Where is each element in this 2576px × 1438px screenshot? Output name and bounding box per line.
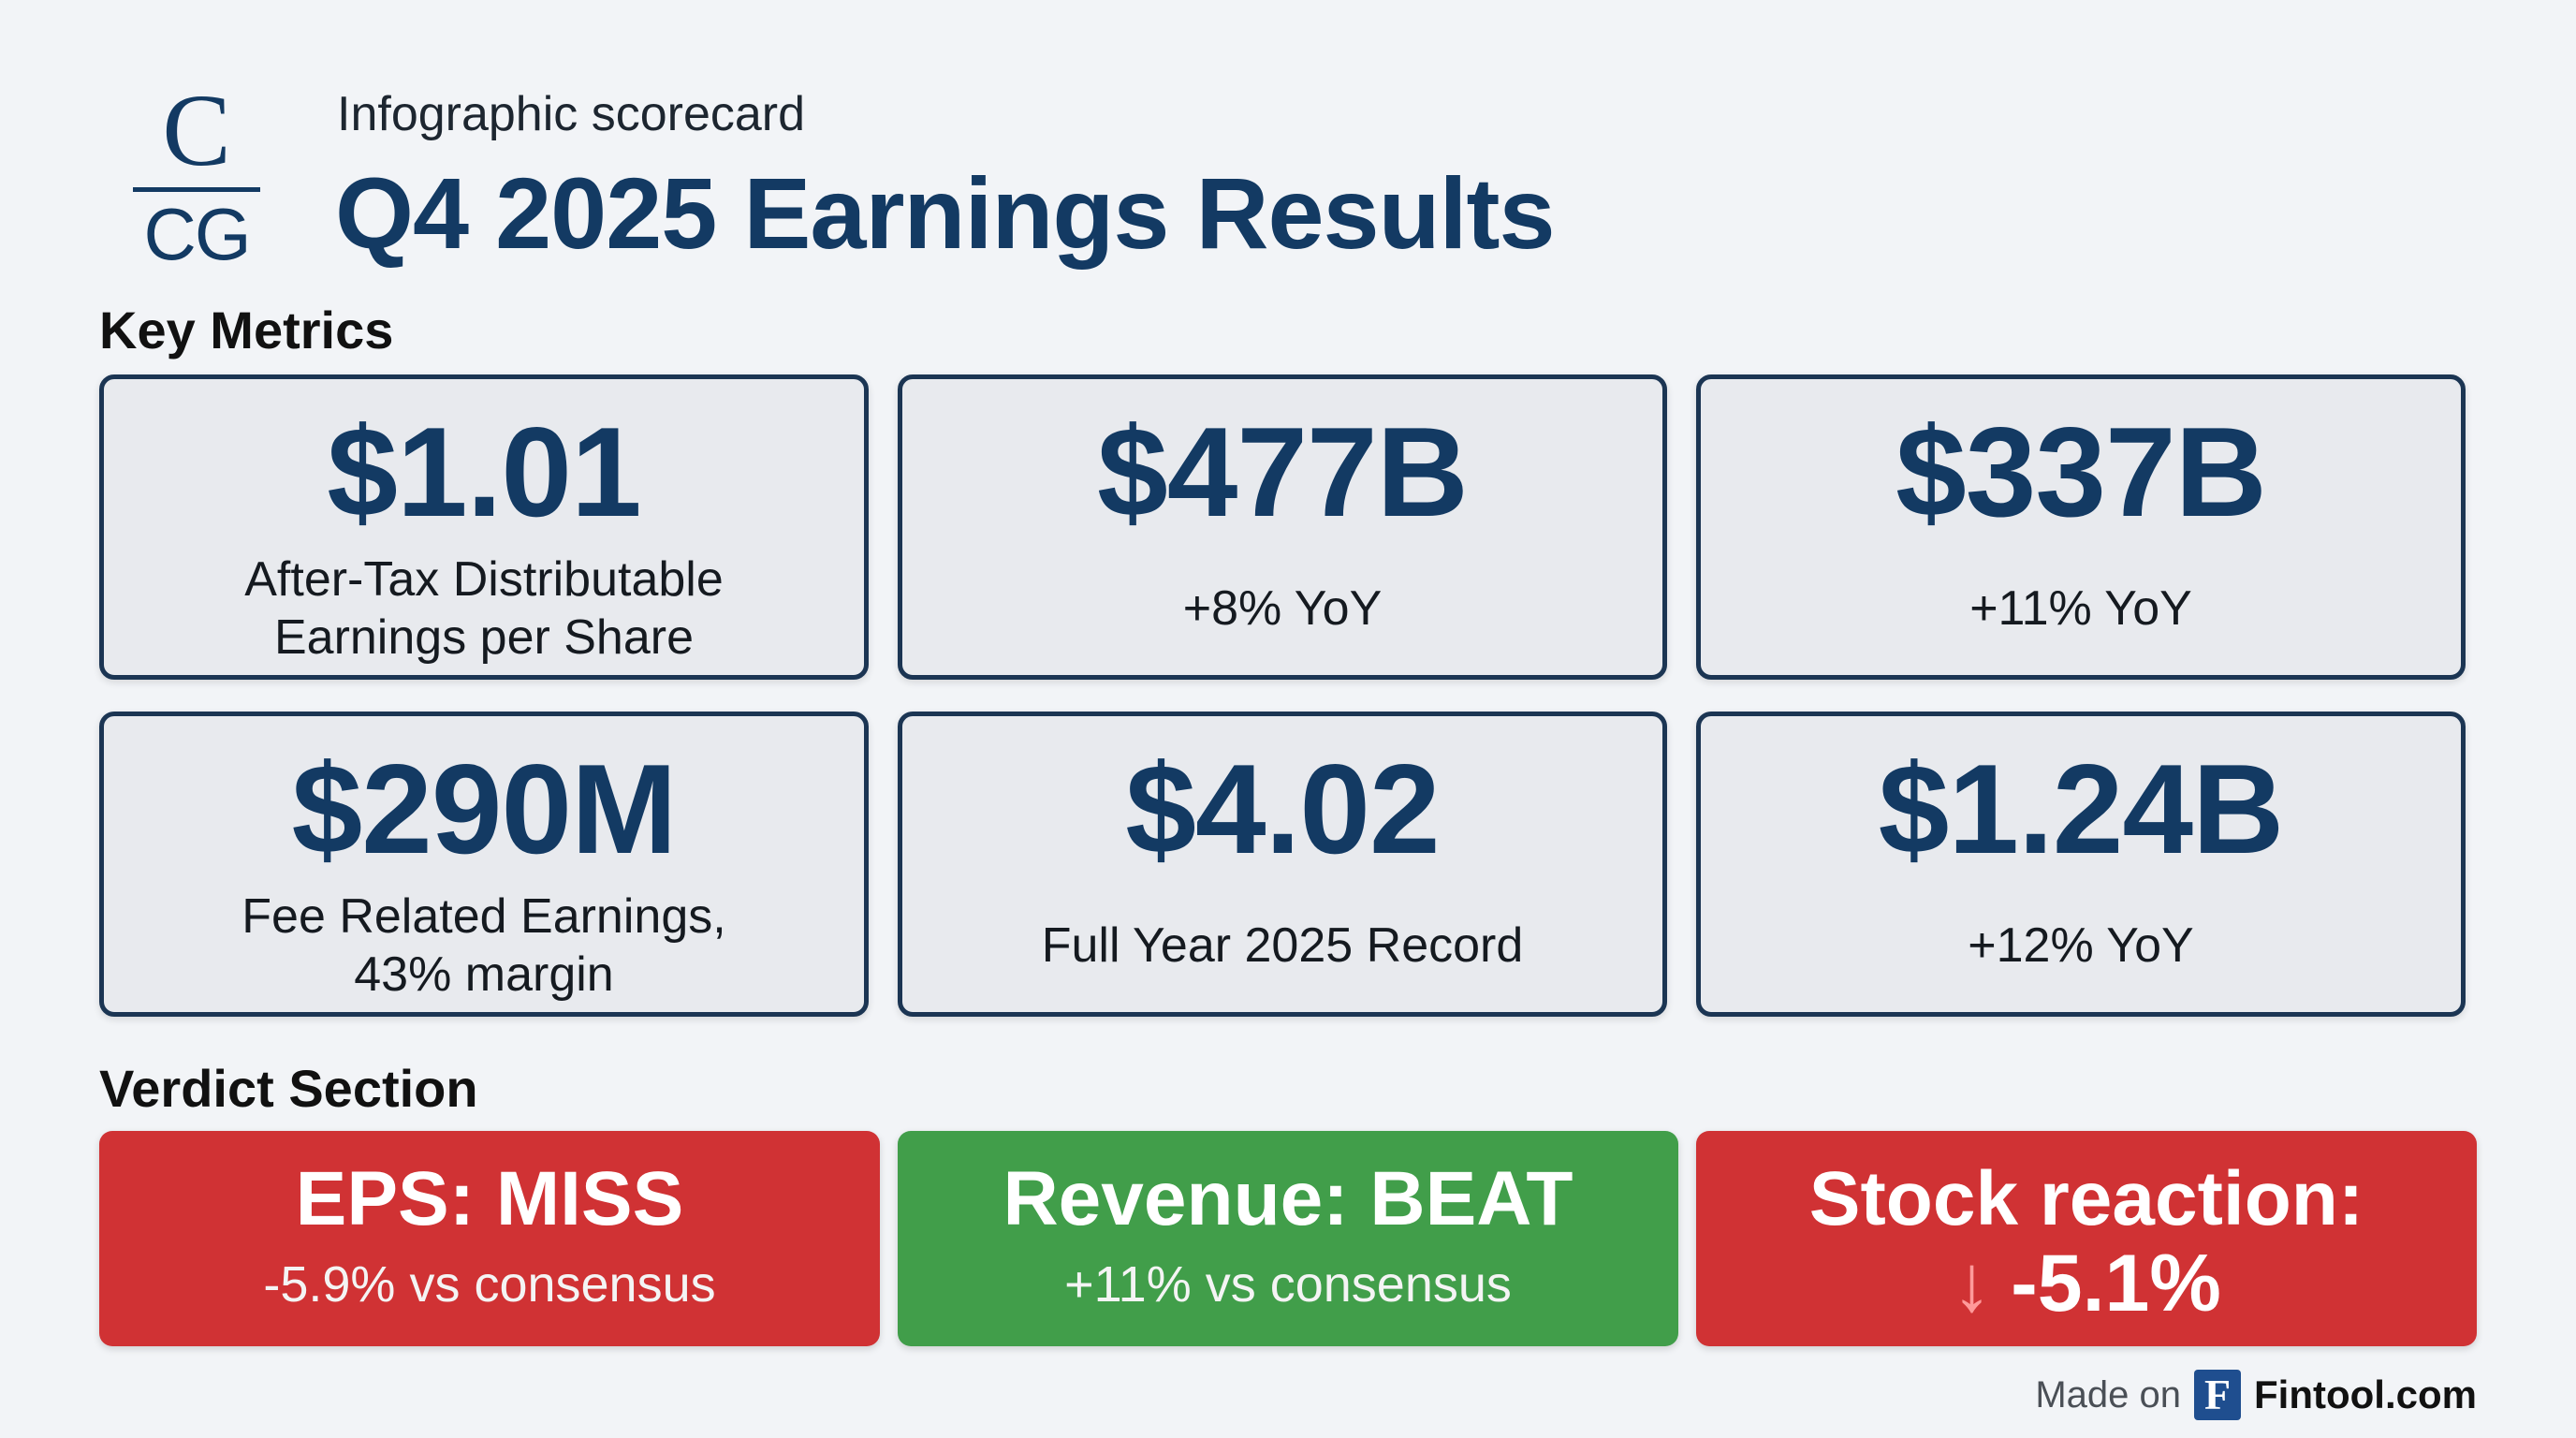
metric-value: $4.02 [1125,738,1440,880]
stock-change-percent: -5.1% [2011,1239,2221,1328]
metric-caption: Full Year 2025 Record [1041,917,1524,973]
metric-caption: After-Tax Distributable Earnings per Sha… [244,551,724,665]
metric-card-fee-earning-aum: $337B +11% YoY [1696,374,2466,680]
metric-value: $477B [1097,401,1469,543]
fintool-logo-icon: F [2194,1370,2242,1420]
metric-card-fre: $290M Fee Related Earnings, 43% margin [99,712,869,1017]
metric-card-full-year: $4.02 Full Year 2025 Record [898,712,1667,1017]
verdict-card-revenue: Revenue: BEAT +11% vs consensus [898,1131,1678,1346]
key-metrics-heading: Key Metrics [99,301,394,360]
metric-caption: +8% YoY [1182,580,1383,636]
metric-caption: Fee Related Earnings, 43% margin [242,888,726,1002]
verdict-title: Revenue: BEAT [1003,1156,1573,1241]
verdict-card-eps: EPS: MISS -5.9% vs consensus [99,1131,880,1346]
verdict-card-stock: Stock reaction: ↓ -5.1% [1696,1131,2477,1346]
verdict-title: Stock reaction: [1808,1156,2364,1241]
verdict-heading: Verdict Section [99,1059,478,1118]
logo-letters-cg: CG [143,193,252,275]
stock-reaction-value: ↓ -5.1% [1696,1240,2477,1328]
company-logo: C CG [131,73,262,271]
metric-caption: +12% YoY [1968,917,2194,973]
made-on-label: Made on [2035,1373,2182,1416]
page-title: Q4 2025 Earnings Results [335,156,1556,270]
logo-divider [133,187,260,192]
verdict-detail: -5.9% vs consensus [263,1256,716,1313]
metric-card-revenue: $1.24B +12% YoY [1696,712,2466,1017]
metric-caption: +11% YoY [1969,580,2192,636]
logo-letter-c: C [162,73,231,187]
metric-value: $1.24B [1878,738,2285,880]
metric-value: $337B [1895,401,2267,543]
verdict-detail: +11% vs consensus [1064,1256,1512,1313]
fintool-link[interactable]: Fintool.com [2254,1372,2477,1416]
verdict-title: EPS: MISS [295,1156,684,1241]
metric-card-eps: $1.01 After-Tax Distributable Earnings p… [99,374,869,680]
footer-attribution: Made on F Fintool.com [2035,1369,2477,1421]
arrow-down-icon: ↓ [1952,1239,1993,1328]
metric-value: $290M [291,738,678,880]
page-subtitle: Infographic scorecard [337,87,806,141]
metric-card-aum: $477B +8% YoY [898,374,1667,680]
metric-value: $1.01 [327,401,641,543]
